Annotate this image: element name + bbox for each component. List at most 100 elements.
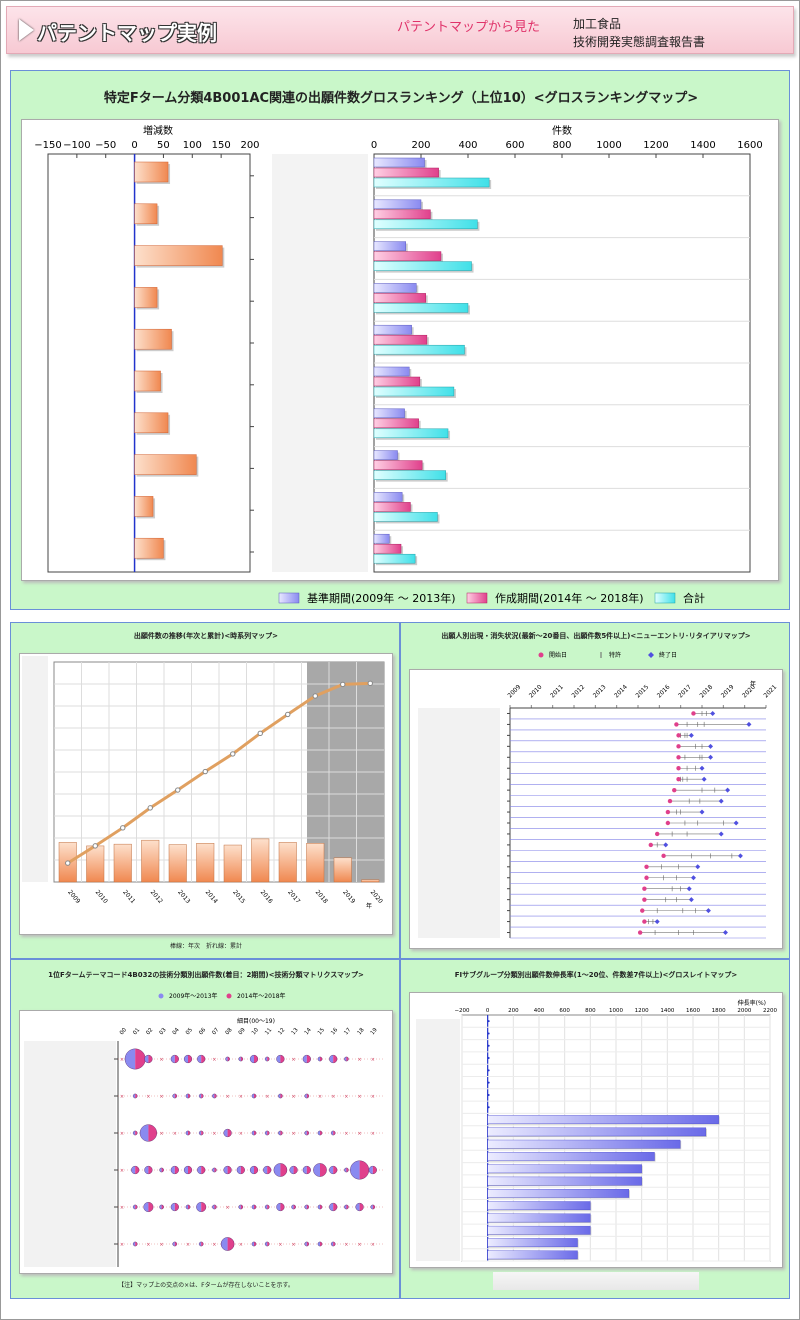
ne-end-marker <box>695 864 701 870</box>
mx-empty-mark: × <box>159 1242 163 1248</box>
ne-year-label: 2014 <box>613 684 629 700</box>
mx-col-label: 06 <box>198 1027 207 1037</box>
gr-zero-point <box>487 1057 490 1060</box>
mx-bubble-current <box>359 1203 364 1211</box>
mx-col-label: 18 <box>357 1027 366 1037</box>
mx-empty-mark: × <box>120 1131 124 1137</box>
ne-year-label: 2009 <box>506 684 522 700</box>
mx-bubble-base <box>350 1160 360 1180</box>
mx-bubble-base <box>140 1124 149 1142</box>
mx-empty-mark: × <box>265 1094 269 1100</box>
mx-bubble-current <box>201 1202 206 1212</box>
base-bar <box>373 408 405 419</box>
mx-bubble-outline <box>291 1204 296 1210</box>
mx-bubble-outline <box>236 1165 245 1175</box>
mx-bubble-current <box>346 1056 349 1062</box>
ts-cumulative-point <box>147 805 153 811</box>
mx-bubble-base <box>184 1055 188 1063</box>
ne-start-marker <box>644 875 649 880</box>
mx-bubble-base <box>125 1048 136 1070</box>
diff-tick-label: 200 <box>240 140 259 151</box>
ts-annual-bar <box>168 844 187 883</box>
mx-col-label: 15 <box>317 1027 326 1037</box>
ts-year-label: 2015 <box>231 889 246 905</box>
mx-bubble-outline <box>198 1093 204 1099</box>
mx-empty-mark: × <box>159 1057 163 1063</box>
mx-bubble-base <box>273 1163 281 1177</box>
matrix-panel: 1位Fタームテーマコード4B032の技術分類別出願件数(着目：2期間)<技術分類… <box>10 959 400 1299</box>
diff-bar <box>134 203 158 225</box>
gr-tick-label: 600 <box>559 1008 570 1014</box>
mx-empty-mark: × <box>212 1057 216 1063</box>
ne-legend-start-swatch <box>538 652 544 658</box>
mx-bubble-outline <box>302 1054 311 1064</box>
gr-bar <box>487 1201 591 1211</box>
mx-label-column <box>24 1041 116 1267</box>
mx-bubble-base <box>144 1166 149 1174</box>
diff-axis-label: 増減数 <box>143 124 173 137</box>
mx-bubble-current <box>333 1130 336 1136</box>
mx-bubble-outline <box>212 1167 217 1173</box>
mx-bubble-current <box>135 1166 140 1174</box>
mx-bubble-current <box>201 1093 204 1099</box>
mx-bubble-outline <box>278 1093 283 1099</box>
mx-bubble-base <box>225 1056 228 1062</box>
mx-empty-mark: × <box>291 1242 295 1248</box>
base-bar <box>373 199 422 210</box>
mx-empty-mark: × <box>120 1168 124 1174</box>
mx-bubble-outline <box>223 1128 232 1138</box>
mx-bubble-outline <box>330 1241 336 1247</box>
mx-bubble-outline <box>370 1204 376 1210</box>
ts-year-label: 2014 <box>204 889 219 905</box>
current-bar <box>373 251 442 261</box>
time-series-chart: 2009 2010 2011 2012 2013 2014 2015 2016 2017 2018… <box>22 656 385 910</box>
matrix-title: 1位Fタームテーマコード4B032の技術分類別出願件数(着目：2期間)<技術分類… <box>48 971 364 979</box>
gr-tick-label: 1400 <box>660 1008 674 1014</box>
time-series-caption: 棒線：年次 折れ線：累計 <box>169 943 242 950</box>
mx-col-label: 10 <box>251 1027 260 1037</box>
ne-start-marker <box>655 831 660 837</box>
mx-bubble-current <box>346 1167 349 1173</box>
mx-bubble-base <box>344 1204 347 1210</box>
ts-year-label: 2016 <box>259 889 274 905</box>
ne-end-marker <box>686 886 692 892</box>
mx-bubble-current <box>161 1204 164 1210</box>
ne-start-marker <box>665 809 671 815</box>
gr-tick-label: −200 <box>454 1008 470 1014</box>
count-tick-label: 0 <box>371 140 377 151</box>
mx-empty-mark: × <box>159 1094 163 1100</box>
ne-end-marker <box>688 897 694 903</box>
ne-end-marker <box>746 721 752 727</box>
mx-legend-label: 2009年～2013年 <box>169 992 218 1000</box>
mx-bubble-outline <box>317 1204 323 1210</box>
mx-bubble-outline <box>317 1130 323 1136</box>
diff-bar <box>134 245 223 266</box>
mx-bubble-outline <box>273 1163 288 1177</box>
mx-bubble-outline <box>220 1237 235 1251</box>
mx-bubble-current <box>306 1166 311 1174</box>
gr-tick-label: 1600 <box>686 1008 700 1014</box>
header-subtitle: パテントマップから見た <box>397 20 541 35</box>
ne-year-label: 2011 <box>549 684 565 700</box>
mx-empty-mark: × <box>357 1242 361 1248</box>
mx-bubble-outline <box>302 1165 311 1175</box>
gross-rate-panel: FIサブグループ分類別出願件数伸長率(1～20位、件数差7件以上)<グロスレイト… <box>400 959 790 1299</box>
total-bar <box>373 261 472 271</box>
mx-bubble-outline <box>170 1054 179 1064</box>
ne-year-label: 2010 <box>528 684 544 700</box>
ts-annual-bar <box>306 843 325 883</box>
mx-bubble-outline <box>330 1130 336 1136</box>
mx-bubble-outline <box>183 1054 193 1064</box>
mx-bubble-base <box>131 1166 136 1174</box>
mx-bubble-current <box>333 1166 338 1174</box>
mx-col-label: 00 <box>119 1027 128 1037</box>
ts-annual-bar <box>196 843 215 883</box>
gr-tick-label: 2200 <box>763 1008 777 1014</box>
gr-zero-point <box>487 1106 490 1109</box>
ts-cumulative-point <box>230 751 236 757</box>
mx-bubble-base <box>196 1202 202 1212</box>
base-bar <box>373 157 425 168</box>
ts-label-column <box>22 656 48 882</box>
mx-bubble-outline <box>172 1093 178 1099</box>
gross-ranking-title: 特定Fターム分類4B001AC関連の出願件数グロスランキング（上位10）<グロス… <box>103 91 699 106</box>
